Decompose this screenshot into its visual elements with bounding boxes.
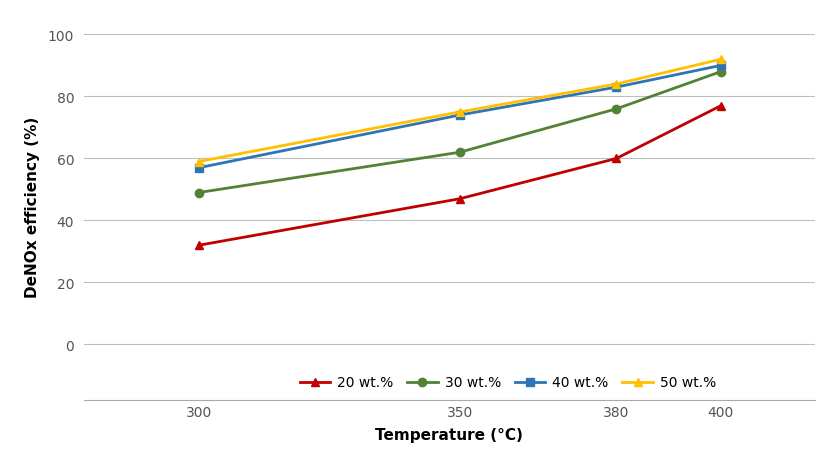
50 wt.% xyxy=(454,110,465,116)
Legend: 20 wt.%, 30 wt.%, 40 wt.%, 50 wt.%: 20 wt.%, 30 wt.%, 40 wt.%, 50 wt.% xyxy=(300,376,717,389)
Line: 30 wt.%: 30 wt.% xyxy=(195,68,725,197)
Y-axis label: DeNOx efficiency (%): DeNOx efficiency (%) xyxy=(24,116,39,298)
30 wt.% xyxy=(716,70,726,75)
50 wt.% xyxy=(612,82,622,87)
Line: 40 wt.%: 40 wt.% xyxy=(195,62,725,172)
X-axis label: Temperature (°C): Temperature (°C) xyxy=(375,428,523,443)
20 wt.% xyxy=(194,243,204,248)
40 wt.% xyxy=(454,113,465,118)
20 wt.% xyxy=(454,197,465,202)
50 wt.% xyxy=(194,159,204,165)
40 wt.% xyxy=(194,166,204,171)
20 wt.% xyxy=(716,104,726,109)
40 wt.% xyxy=(716,64,726,69)
20 wt.% xyxy=(612,157,622,162)
30 wt.% xyxy=(454,150,465,156)
Line: 20 wt.%: 20 wt.% xyxy=(195,102,725,250)
40 wt.% xyxy=(612,85,622,91)
30 wt.% xyxy=(612,107,622,112)
Line: 50 wt.%: 50 wt.% xyxy=(195,56,725,167)
50 wt.% xyxy=(716,57,726,63)
30 wt.% xyxy=(194,190,204,196)
